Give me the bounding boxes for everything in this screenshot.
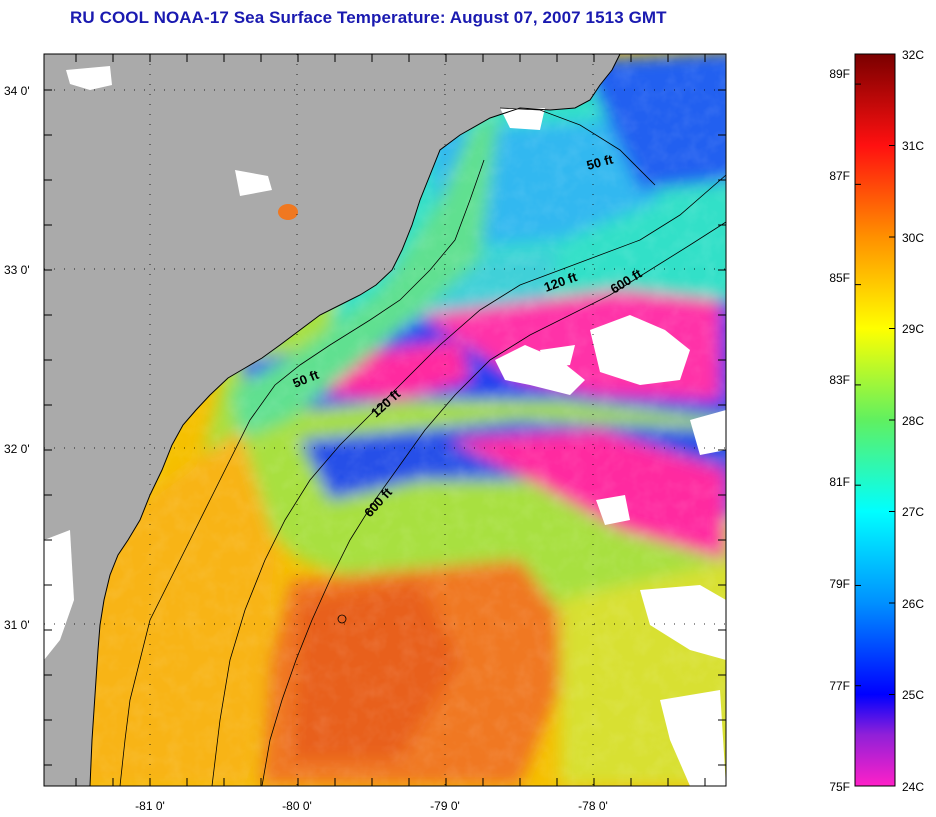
latitude-labels: 34 0' 33 0' 32 0' 31 0': [4, 84, 30, 632]
isobath-50ft: [119, 107, 656, 786]
map-plot-area: 50 ft 120 ft 600 ft 50 ft 120 ft 600 ft: [44, 54, 726, 786]
coastline: [89, 54, 621, 786]
lon-label: -81 0': [135, 799, 165, 813]
cloud-patches: [44, 66, 726, 786]
inland-lake-warm: [278, 204, 298, 220]
lon-label: -78 0': [578, 799, 608, 813]
lon-label: -80 0': [282, 799, 312, 813]
isobath-ring: [337, 614, 347, 624]
lat-label: 31 0': [4, 618, 30, 632]
land-mass: [44, 54, 620, 786]
graticule: [44, 54, 726, 786]
lat-label: 32 0': [4, 442, 30, 456]
lat-label: 33 0': [4, 263, 30, 277]
isobath-label: 50 ft: [585, 151, 615, 173]
lon-label: -79 0': [430, 799, 460, 813]
lat-label: 34 0': [4, 84, 30, 98]
longitude-labels: -81 0' -80 0' -79 0' -78 0': [135, 799, 608, 813]
isobath-120ft: [211, 174, 726, 786]
isobath-600ft: [261, 221, 726, 786]
map-title: RU COOL NOAA-17 Sea Surface Temperature:…: [70, 8, 667, 27]
map-frame: [43, 53, 727, 787]
axis-ticks: [44, 54, 726, 786]
